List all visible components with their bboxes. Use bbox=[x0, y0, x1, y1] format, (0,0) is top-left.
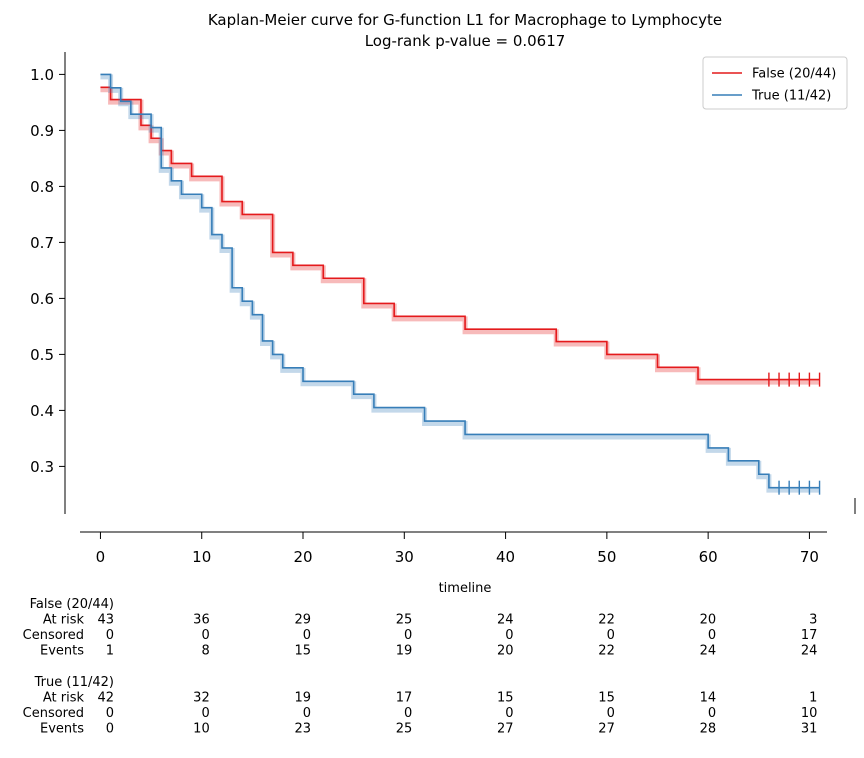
risk-cell: 36 bbox=[193, 613, 210, 628]
risk-row-label: Events bbox=[40, 722, 84, 737]
risk-cell: 1 bbox=[809, 691, 817, 706]
risk-cell: 24 bbox=[801, 644, 818, 659]
risk-cell: 19 bbox=[396, 644, 413, 659]
x-tick-label: 60 bbox=[699, 548, 718, 566]
risk-row-label: Censored bbox=[23, 706, 84, 721]
risk-cell: 43 bbox=[97, 613, 114, 628]
risk-cell: 0 bbox=[303, 628, 311, 643]
risk-cell: 19 bbox=[294, 691, 311, 706]
risk-cell: 29 bbox=[294, 613, 311, 628]
risk-cell: 15 bbox=[598, 691, 615, 706]
ci-band-false bbox=[100, 87, 820, 385]
risk-cell: 42 bbox=[97, 691, 114, 706]
risk-cell: 0 bbox=[201, 706, 209, 721]
y-tick-label: 0.3 bbox=[30, 458, 54, 476]
risk-cell: 0 bbox=[607, 628, 615, 643]
risk-cell: 0 bbox=[505, 628, 513, 643]
y-tick-label: 0.6 bbox=[30, 290, 54, 308]
risk-cell: 23 bbox=[294, 722, 311, 737]
chart-subtitle: Log-rank p-value = 0.0617 bbox=[365, 32, 566, 50]
risk-cell: 31 bbox=[801, 722, 818, 737]
risk-cell: 0 bbox=[404, 628, 412, 643]
risk-cell: 10 bbox=[193, 722, 210, 737]
risk-cell: 0 bbox=[106, 706, 114, 721]
survival-curve-true bbox=[100, 73, 820, 489]
x-tick-label: 10 bbox=[192, 548, 211, 566]
risk-cell: 0 bbox=[106, 628, 114, 643]
y-tick-label: 0.7 bbox=[30, 234, 54, 252]
plot-area bbox=[100, 73, 821, 495]
risk-cell: 24 bbox=[497, 613, 514, 628]
y-tick-label: 0.8 bbox=[30, 178, 54, 196]
risk-cell: 0 bbox=[708, 628, 716, 643]
risk-cell: 0 bbox=[607, 706, 615, 721]
risk-cell: 0 bbox=[303, 706, 311, 721]
risk-cell: 22 bbox=[598, 613, 615, 628]
risk-cell: 27 bbox=[497, 722, 514, 737]
risk-cell: 25 bbox=[396, 613, 413, 628]
risk-cell: 25 bbox=[396, 722, 413, 737]
x-tick-label: 40 bbox=[496, 548, 515, 566]
risk-cell: 1 bbox=[106, 644, 114, 659]
risk-cell: 0 bbox=[404, 706, 412, 721]
risk-cell: 17 bbox=[801, 628, 818, 643]
axes: 0.3 0.4 0.5 0.6 0.7 0.8 0.9 1.0 0 10 20 30 40 50 60 70 bbox=[30, 52, 856, 566]
chart-title: Kaplan-Meier curve for G-function L1 for… bbox=[208, 11, 722, 29]
risk-cell: 0 bbox=[106, 722, 114, 737]
risk-cell: 0 bbox=[505, 706, 513, 721]
risk-cell: 14 bbox=[700, 691, 717, 706]
legend: False (20/44) True (11/42) bbox=[702, 56, 848, 110]
risk-row-label: At risk bbox=[43, 691, 85, 706]
legend-label-false: False (20/44) bbox=[752, 67, 836, 82]
risk-cell: 8 bbox=[201, 644, 209, 659]
risk-cell: 15 bbox=[294, 644, 311, 659]
risk-cell: 32 bbox=[193, 691, 210, 706]
risk-cell: 0 bbox=[201, 628, 209, 643]
x-axis-label: timeline bbox=[439, 581, 492, 596]
y-tick-label: 0.4 bbox=[30, 402, 54, 420]
risk-cell: 20 bbox=[497, 644, 514, 659]
x-tick-label: 50 bbox=[597, 548, 616, 566]
risk-cell: 22 bbox=[598, 644, 615, 659]
risk-cell: 28 bbox=[700, 722, 717, 737]
risk-cell: 3 bbox=[809, 613, 817, 628]
risk-group-name: False (20/44) bbox=[30, 597, 114, 612]
survival-curve-false bbox=[100, 86, 820, 381]
x-tick-label: 30 bbox=[395, 548, 414, 566]
risk-row-label: At risk bbox=[43, 613, 85, 628]
risk-cell: 27 bbox=[598, 722, 615, 737]
risk-table: False (20/44)At risk 43 36 29 25 24 22 20 3Censo… bbox=[23, 597, 818, 737]
x-tick-label: 0 bbox=[96, 548, 106, 566]
y-tick-label: 1.0 bbox=[30, 66, 54, 84]
y-tick-label: 0.9 bbox=[30, 122, 54, 140]
risk-row-label: Censored bbox=[23, 628, 84, 643]
ci-band-true bbox=[100, 74, 820, 493]
x-tick-label: 70 bbox=[800, 548, 819, 566]
risk-cell: 0 bbox=[708, 706, 716, 721]
legend-label-true: True (11/42) bbox=[751, 89, 831, 104]
risk-group-name: True (11/42) bbox=[34, 675, 114, 690]
y-tick-label: 0.5 bbox=[30, 346, 54, 364]
legend-box bbox=[702, 56, 848, 110]
risk-cell: 24 bbox=[700, 644, 717, 659]
risk-cell: 17 bbox=[396, 691, 413, 706]
risk-cell: 10 bbox=[801, 706, 818, 721]
risk-row-label: Events bbox=[40, 644, 84, 659]
x-tick-label: 20 bbox=[293, 548, 312, 566]
risk-cell: 20 bbox=[700, 613, 717, 628]
risk-cell: 15 bbox=[497, 691, 514, 706]
